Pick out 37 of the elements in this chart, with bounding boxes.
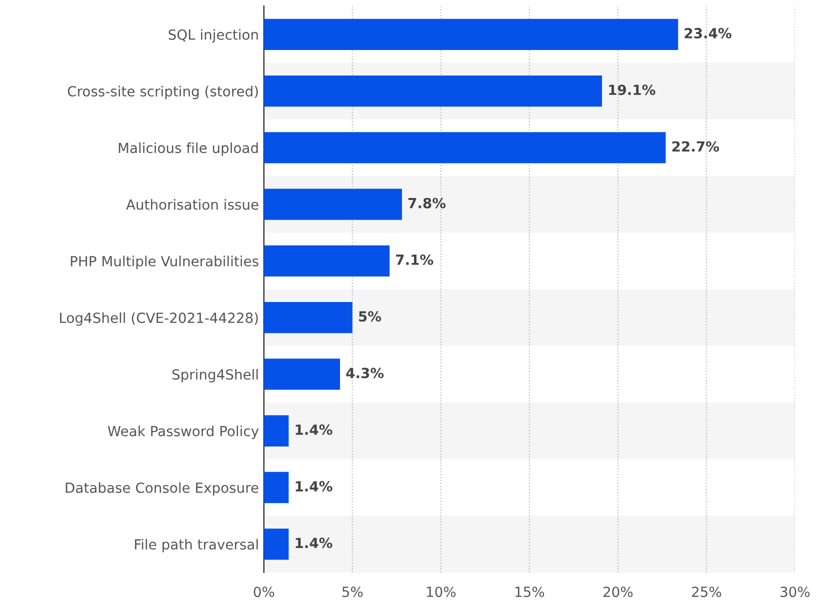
data-label: 19.1%	[609, 84, 656, 96]
bar	[264, 358, 340, 390]
y-tick-label: Log4Shell (CVE-2021-44228)	[60, 312, 258, 326]
y-tick-label: Spring4Shell	[172, 368, 258, 382]
data-label: 4.3%	[346, 368, 384, 378]
x-tick-label: 25%	[692, 586, 722, 598]
data-label: 22.7%	[672, 141, 720, 152]
y-tick-label: File path traversal	[135, 538, 258, 552]
bar	[264, 75, 602, 107]
y-tick-label: SQL injection	[168, 29, 258, 43]
bar	[264, 302, 352, 334]
y-tick-label: Weak Password Policy	[108, 426, 259, 440]
x-tick-label: 20%	[604, 586, 633, 598]
y-tick-label: Cross-site scripting (stored)	[68, 86, 258, 100]
bar	[264, 18, 678, 50]
data-label: 23.4%	[684, 28, 732, 38]
data-label: 5%	[359, 311, 382, 322]
x-tick-label: 10%	[427, 586, 456, 598]
data-label: 7.1%	[396, 254, 434, 265]
bar	[264, 245, 390, 277]
y-tick-label: Database Console Exposure	[66, 482, 258, 496]
y-tick-label: Malicious file upload	[118, 142, 258, 156]
data-label: 7.8%	[408, 198, 446, 208]
data-label: 1.4%	[296, 481, 332, 492]
data-label: 1.4%	[296, 538, 332, 548]
y-tick-label: PHP Multiple Vulnerabilities	[70, 256, 258, 270]
x-tick-label: 5%	[342, 586, 363, 598]
data-label: 1.4%	[296, 424, 332, 435]
bar	[264, 472, 289, 504]
y-tick-label: Authorisation issue	[126, 199, 258, 210]
bar	[264, 132, 666, 164]
bar	[264, 188, 402, 220]
x-tick-label: 15%	[516, 586, 544, 598]
bar	[264, 415, 289, 446]
x-tick-label: 30%	[780, 586, 810, 598]
x-tick-label: 0%	[254, 586, 274, 598]
bar	[264, 528, 289, 560]
